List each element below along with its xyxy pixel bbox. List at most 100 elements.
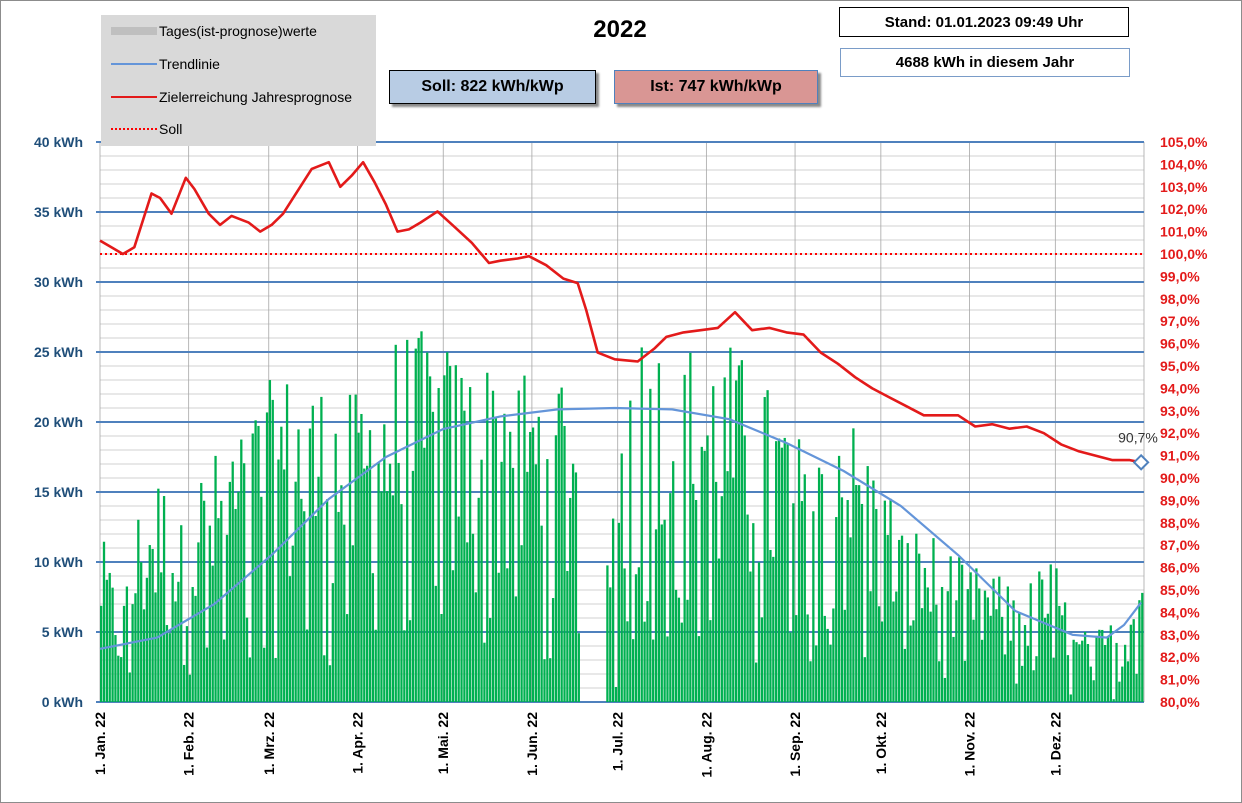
daily-bar bbox=[877, 606, 881, 702]
y-left-tick-label: 40 kWh bbox=[34, 134, 83, 150]
daily-bar bbox=[926, 587, 929, 702]
daily-bar bbox=[328, 665, 332, 702]
daily-bar bbox=[986, 597, 989, 702]
daily-bar bbox=[437, 388, 440, 702]
daily-bar bbox=[629, 400, 632, 702]
daily-bar bbox=[1101, 629, 1104, 702]
daily-bar bbox=[852, 428, 855, 702]
daily-bar bbox=[237, 491, 240, 702]
daily-bar bbox=[963, 660, 967, 702]
daily-bar bbox=[846, 500, 849, 702]
daily-bar bbox=[672, 461, 675, 702]
y-right-tick-label: 88,0% bbox=[1160, 515, 1200, 531]
x-month-label: 1. Nov. 22 bbox=[962, 712, 978, 777]
x-month-label: 1. Mrz. 22 bbox=[261, 712, 277, 775]
daily-bar bbox=[305, 629, 309, 702]
y-right-tick-label: 95,0% bbox=[1160, 358, 1200, 374]
y-right-tick-label: 86,0% bbox=[1160, 560, 1200, 576]
y-right-tick-label: 92,0% bbox=[1160, 425, 1200, 441]
daily-bar bbox=[1092, 680, 1095, 702]
daily-bar bbox=[374, 629, 377, 702]
daily-bar bbox=[1081, 640, 1084, 702]
chart-title: 2022 bbox=[593, 16, 647, 43]
daily-bar bbox=[649, 388, 652, 702]
daily-bar bbox=[303, 511, 306, 702]
x-month-label: 1. Okt. 22 bbox=[873, 712, 889, 774]
daily-bar bbox=[783, 437, 786, 702]
daily-bar bbox=[697, 636, 701, 702]
daily-bar bbox=[297, 429, 300, 702]
daily-bar bbox=[420, 331, 423, 702]
y-left-tick-label: 25 kWh bbox=[34, 344, 83, 360]
daily-bar bbox=[812, 511, 815, 702]
daily-bar bbox=[1115, 642, 1118, 702]
daily-bar bbox=[683, 374, 686, 702]
x-month-label: 1. Apr. 22 bbox=[349, 712, 365, 774]
daily-bar bbox=[743, 435, 746, 702]
daily-bar bbox=[240, 439, 243, 702]
daily-bar bbox=[509, 431, 512, 702]
year-total: 4688 kWh in diesem Jahr bbox=[840, 48, 1130, 77]
daily-bar bbox=[397, 462, 400, 702]
daily-bar bbox=[168, 633, 171, 702]
daily-bar bbox=[1018, 613, 1021, 702]
daily-bar bbox=[1089, 666, 1092, 702]
end-annotation-label: 90,7% bbox=[1118, 429, 1158, 445]
daily-bar bbox=[140, 562, 143, 702]
daily-bar bbox=[446, 352, 449, 702]
daily-bar bbox=[546, 459, 549, 702]
daily-bar bbox=[529, 431, 532, 702]
daily-bar bbox=[1032, 670, 1035, 702]
daily-bar bbox=[737, 365, 741, 702]
daily-bar bbox=[734, 380, 738, 702]
y-right-tick-label: 94,0% bbox=[1160, 380, 1200, 396]
daily-bar bbox=[654, 529, 658, 702]
daily-bar bbox=[666, 636, 669, 702]
daily-bar bbox=[423, 447, 426, 702]
daily-bar bbox=[540, 525, 543, 702]
daily-bar bbox=[1095, 635, 1098, 702]
y-left-tick-label: 0 kWh bbox=[42, 694, 83, 710]
daily-bar bbox=[1049, 564, 1052, 702]
x-month-label: 1. Feb. 22 bbox=[181, 712, 197, 776]
daily-bar bbox=[1066, 655, 1070, 702]
daily-bar bbox=[185, 626, 189, 702]
daily-bar bbox=[1123, 644, 1127, 702]
daily-bar bbox=[406, 339, 409, 702]
daily-bar bbox=[892, 601, 895, 702]
daily-bar bbox=[837, 455, 841, 702]
daily-bar bbox=[929, 611, 932, 702]
daily-bar bbox=[626, 621, 629, 702]
daily-bar bbox=[826, 628, 829, 702]
y-right-tick-label: 87,0% bbox=[1160, 537, 1200, 553]
daily-bar bbox=[460, 377, 463, 702]
daily-bar bbox=[331, 583, 334, 702]
daily-bar bbox=[463, 410, 466, 702]
daily-bar bbox=[786, 443, 789, 702]
x-month-label: 1. Jul. 22 bbox=[610, 712, 626, 771]
daily-bar bbox=[340, 485, 343, 702]
daily-bar bbox=[943, 677, 947, 702]
daily-bar bbox=[898, 539, 901, 702]
daily-bar bbox=[323, 655, 326, 702]
daily-bar bbox=[337, 511, 340, 702]
legend-label: Zielerreichung Jahresprognose bbox=[159, 89, 352, 105]
daily-bar bbox=[769, 549, 772, 702]
daily-bar bbox=[534, 464, 538, 702]
daily-bar bbox=[1043, 617, 1047, 702]
daily-bar bbox=[111, 587, 114, 702]
daily-bar bbox=[1061, 615, 1064, 702]
daily-bar bbox=[923, 567, 927, 702]
daily-bar bbox=[517, 390, 520, 702]
legend-item-target: Zielerreichung Jahresprognose bbox=[111, 87, 352, 107]
daily-bar bbox=[205, 647, 209, 702]
daily-bar bbox=[566, 570, 569, 702]
daily-bar bbox=[1126, 661, 1130, 702]
daily-bar bbox=[102, 541, 106, 702]
daily-bar bbox=[531, 427, 535, 702]
y-right-tick-label: 85,0% bbox=[1160, 582, 1200, 598]
daily-bar bbox=[366, 465, 369, 702]
daily-bar bbox=[294, 481, 297, 702]
daily-bar bbox=[122, 605, 126, 702]
daily-bar bbox=[1098, 629, 1101, 702]
